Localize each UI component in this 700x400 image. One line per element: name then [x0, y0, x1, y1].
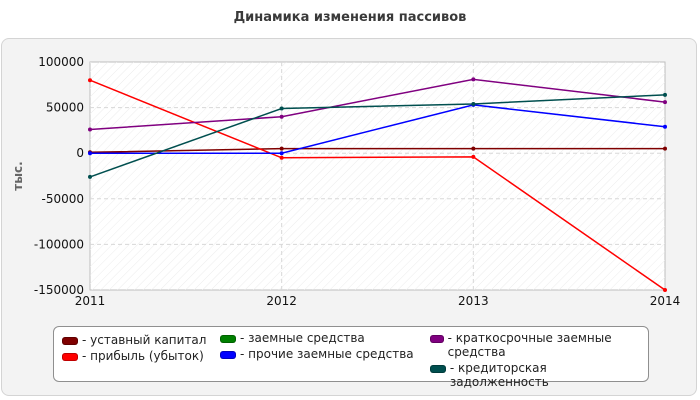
y-axis-label: тыс. — [11, 161, 25, 190]
x-tick-label: 2014 — [650, 294, 681, 308]
data-point — [88, 78, 92, 83]
x-tick-label: 2012 — [266, 294, 297, 308]
series-line-1 — [89, 147, 665, 154]
data-point — [471, 154, 476, 159]
series-line-5 — [89, 78, 666, 131]
data-point — [88, 127, 92, 132]
legend-label: - краткосрочные заемные средства — [447, 331, 612, 359]
series-line-4 — [90, 104, 666, 154]
legend-swatch — [62, 353, 78, 361]
data-point — [663, 288, 667, 292]
legend-label: - прибыль (убыток) — [82, 349, 204, 363]
data-point — [663, 100, 667, 105]
legend-item: - прочие заемные средства — [220, 347, 414, 361]
plot-hatch — [90, 62, 665, 290]
data-point — [471, 146, 476, 151]
y-tick-label: 100000 — [38, 55, 84, 69]
series-line-2 — [89, 79, 666, 291]
x-tick-label: 2011 — [75, 294, 106, 308]
legend-swatch — [62, 337, 78, 345]
legend-label: - кредиторская задолженность — [449, 361, 549, 389]
x-tick-label: 2013 — [458, 294, 489, 308]
y-tick-label: -150000 — [34, 283, 84, 297]
y-tick-label: 0 — [76, 146, 84, 160]
legend-item: - прибыль (убыток) — [62, 349, 204, 363]
legend-item: - заемные средства — [220, 331, 365, 345]
y-tick-label: -50000 — [41, 192, 84, 206]
data-point — [663, 124, 667, 129]
data-point — [279, 114, 284, 119]
data-point — [88, 151, 92, 156]
legend-item: - краткосрочные заемные средства — [430, 331, 640, 359]
data-point — [279, 106, 284, 111]
legend-swatch — [430, 335, 444, 343]
data-point — [279, 155, 284, 160]
data-point — [663, 146, 667, 151]
legend-label: - заемные средства — [240, 331, 365, 345]
legend-item: - уставный капитал — [62, 333, 206, 347]
data-point — [663, 92, 667, 97]
legend-swatch — [430, 365, 446, 373]
legend-label: - уставный капитал — [82, 333, 207, 347]
legend-item: - кредиторская задолженность — [430, 361, 648, 389]
data-point — [88, 174, 92, 179]
data-point — [471, 101, 476, 106]
y-tick-label: 50000 — [46, 101, 84, 115]
y-tick-label: -100000 — [34, 237, 84, 251]
series-line-6 — [89, 94, 666, 178]
data-point — [471, 77, 476, 82]
chart-title: Динамика изменения пассивов — [233, 10, 467, 25]
data-point — [279, 146, 284, 151]
legend: - уставный капитал - прибыль (убыток) - за… — [53, 326, 649, 389]
legend-label: - прочие заемные средства — [240, 347, 414, 361]
legend-swatch — [220, 335, 236, 343]
legend-swatch — [220, 351, 236, 359]
data-point — [279, 151, 284, 156]
